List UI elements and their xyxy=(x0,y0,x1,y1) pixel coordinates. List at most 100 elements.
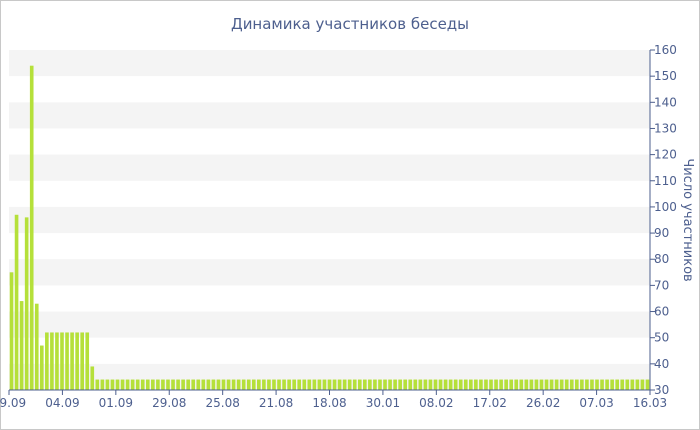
y-tick-label: 40 xyxy=(654,357,669,371)
bar xyxy=(544,379,549,390)
bar xyxy=(474,379,478,390)
bar xyxy=(262,379,266,390)
bar xyxy=(251,379,256,390)
bar xyxy=(368,379,372,390)
x-tick-label: 08.02 xyxy=(419,396,453,410)
bar xyxy=(363,379,367,390)
y-tick-label: 100 xyxy=(654,200,677,214)
bar xyxy=(65,332,69,390)
bar xyxy=(206,379,211,390)
bar xyxy=(115,379,120,390)
bar xyxy=(105,379,110,390)
bar xyxy=(453,379,458,390)
bar xyxy=(120,379,125,390)
y-tick-label: 30 xyxy=(654,383,669,397)
y-tick-label: 130 xyxy=(654,121,677,135)
bar xyxy=(605,379,609,390)
bar xyxy=(140,379,145,390)
bar xyxy=(221,379,226,390)
bar xyxy=(186,379,190,390)
y-tick-label: 70 xyxy=(654,278,669,292)
bar xyxy=(176,379,180,390)
x-tick-label: 29.08 xyxy=(152,396,186,410)
bar xyxy=(282,379,286,390)
x-tick-label: 21.08 xyxy=(259,396,293,410)
bar xyxy=(75,332,79,390)
bar xyxy=(272,379,276,390)
bar xyxy=(60,332,64,390)
bar xyxy=(635,379,640,390)
bar xyxy=(14,214,19,390)
x-tick-label: 04.09 xyxy=(45,396,79,410)
bar xyxy=(347,379,352,390)
bar xyxy=(489,379,493,390)
bar xyxy=(585,379,589,390)
bar xyxy=(433,379,438,390)
bar xyxy=(458,379,463,390)
bar xyxy=(257,379,261,390)
bar xyxy=(499,379,503,390)
x-tick-label: 01.09 xyxy=(99,396,133,410)
bar xyxy=(383,379,387,390)
bar xyxy=(590,379,594,390)
bar xyxy=(181,379,185,390)
bar xyxy=(29,65,34,390)
bar xyxy=(438,379,443,390)
bar xyxy=(196,379,201,390)
y-tick-label: 110 xyxy=(654,174,677,188)
bar xyxy=(600,379,604,390)
bar xyxy=(564,379,569,390)
bar xyxy=(39,345,44,390)
bar xyxy=(352,379,357,390)
bar xyxy=(80,332,84,390)
bar xyxy=(241,379,246,390)
bar xyxy=(45,332,49,390)
x-tick-label: 16.03 xyxy=(633,396,667,410)
bar xyxy=(110,379,115,390)
bar xyxy=(19,301,24,390)
bar xyxy=(640,379,645,390)
bar xyxy=(246,379,251,390)
x-tick-label: 26.02 xyxy=(526,396,560,410)
bar xyxy=(201,379,206,390)
bar xyxy=(575,379,579,390)
bar xyxy=(625,379,630,390)
bar xyxy=(504,379,508,390)
bar xyxy=(342,379,347,390)
bar xyxy=(145,379,150,390)
grid-band xyxy=(9,259,650,286)
bar xyxy=(378,379,382,390)
bar xyxy=(100,379,105,390)
bar xyxy=(620,379,625,390)
bar xyxy=(95,379,100,390)
bar xyxy=(595,379,599,390)
y-tick-label: 140 xyxy=(654,95,677,109)
bar xyxy=(428,379,433,390)
bar xyxy=(373,379,377,390)
bar xyxy=(514,379,519,390)
bar xyxy=(9,272,14,390)
bar xyxy=(534,379,539,390)
bar xyxy=(277,379,281,390)
bar-series xyxy=(9,65,650,390)
bar xyxy=(34,303,39,390)
bar xyxy=(393,379,397,390)
x-tick-label: 25.08 xyxy=(205,396,239,410)
x-tick-label: 07.03 xyxy=(579,396,613,410)
x-tick-label: 17.02 xyxy=(473,396,507,410)
bar xyxy=(70,332,74,390)
bar xyxy=(398,379,402,390)
bar xyxy=(610,379,614,390)
bar xyxy=(125,379,130,390)
bar xyxy=(322,379,327,390)
x-tick-label: 09.09 xyxy=(0,396,26,410)
bar xyxy=(231,379,236,390)
bar xyxy=(418,379,423,390)
bar xyxy=(408,379,413,390)
grid-band xyxy=(9,154,650,181)
bar xyxy=(388,379,392,390)
bar xyxy=(484,379,488,390)
bar xyxy=(413,379,418,390)
bar xyxy=(130,379,135,390)
